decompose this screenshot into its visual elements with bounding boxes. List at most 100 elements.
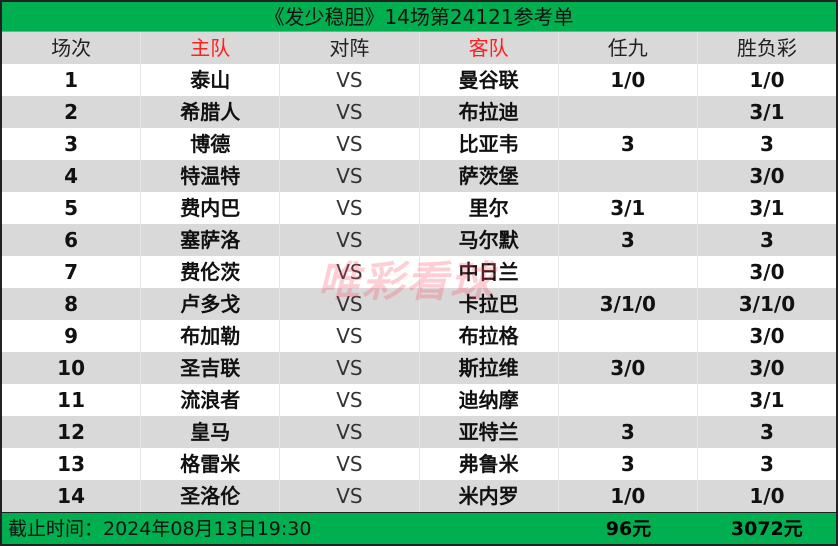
table-cell: 亚特兰 <box>420 416 559 448</box>
table-row: 10 圣吉联 VS 斯拉维 3/0 3/0 <box>2 352 836 384</box>
table-cell: 3 <box>559 128 698 160</box>
table-cell: VS <box>280 160 420 192</box>
table-cell: 费伦茨 <box>141 256 281 288</box>
table-cell: 5 <box>2 192 142 224</box>
table-cell: VS <box>280 128 420 160</box>
table-cell: VS <box>280 96 420 128</box>
table-cell <box>559 256 698 288</box>
table-cell: VS <box>280 64 420 96</box>
table-row: 14 圣洛伦 VS 米内罗 1/0 1/0 <box>2 480 836 512</box>
table-cell: 3/1 <box>749 100 785 124</box>
table-row: 12 皇马 VS 亚特兰 3 3 <box>2 416 836 448</box>
table-row: 4 特温特 VS 萨茨堡 3/0 <box>2 160 836 192</box>
table-cell: 泰山 <box>141 64 281 96</box>
table-cell: VS <box>280 448 420 480</box>
table-cell: 曼谷联 <box>420 64 559 96</box>
table-cell: 希腊人 <box>141 96 281 128</box>
table-cell: 卡拉巴 <box>420 288 559 320</box>
table-cell: 萨茨堡 <box>420 160 559 192</box>
table-cell: 1/0 <box>559 480 698 512</box>
table-body: 1 泰山 VS 曼谷联 1/0 1/0 2 希腊人 VS 布拉迪 3/1 3 博德 VS 比亚韦 3 3 4 特温特… <box>2 64 836 512</box>
shengfu-cost: 3072元 <box>730 518 803 540</box>
table-cell <box>559 96 698 128</box>
table-cell: 1/0 <box>749 68 785 92</box>
renjiu-cost: 96元 <box>605 518 652 540</box>
table-cell: VS <box>280 416 420 448</box>
table-cell: 圣吉联 <box>141 352 281 384</box>
table-cell: 3/0 <box>749 260 785 284</box>
table-cell: 3/0 <box>559 352 698 384</box>
table-cell: VS <box>280 384 420 416</box>
table-cell: 博德 <box>141 128 281 160</box>
table-cell: 卢多戈 <box>141 288 281 320</box>
header-cell: 胜负彩 <box>736 36 797 60</box>
table-cell: 10 <box>2 352 142 384</box>
table-cell: 里尔 <box>420 192 559 224</box>
table-cell: 8 <box>2 288 142 320</box>
table-cell: 1 <box>2 64 142 96</box>
table-cell: 中日兰 <box>420 256 559 288</box>
table-cell: 9 <box>2 320 142 352</box>
table-cell: 13 <box>2 448 142 480</box>
table-cell: 3/0 <box>749 164 785 188</box>
table-cell: 3 <box>759 132 774 156</box>
header-cell: 对阵 <box>280 32 420 64</box>
table-cell <box>559 320 698 352</box>
table-cell: 3/1 <box>749 388 785 412</box>
table-cell: VS <box>280 352 420 384</box>
table-row: 1 泰山 VS 曼谷联 1/0 1/0 <box>2 64 836 96</box>
deadline: 截止时间：2024年08月13日19:30 <box>8 518 312 540</box>
table-cell: 3 <box>559 448 698 480</box>
table-cell: 皇马 <box>141 416 281 448</box>
table-cell: 3/1 <box>749 196 785 220</box>
table-row: 2 希腊人 VS 布拉迪 3/1 <box>2 96 836 128</box>
table-cell: 布加勒 <box>141 320 281 352</box>
table-cell: 3 <box>759 228 774 252</box>
table-cell: 塞萨洛 <box>141 224 281 256</box>
table-cell: 3/0 <box>749 356 785 380</box>
table-cell: 3/1/0 <box>738 292 796 316</box>
table-row: 3 博德 VS 比亚韦 3 3 <box>2 128 836 160</box>
table-cell: 米内罗 <box>420 480 559 512</box>
table-cell: 布拉迪 <box>420 96 559 128</box>
table-cell: VS <box>280 256 420 288</box>
table-cell: VS <box>280 192 420 224</box>
table-cell: 比亚韦 <box>420 128 559 160</box>
header-cell: 主队 <box>141 32 281 64</box>
table-cell: 4 <box>2 160 142 192</box>
table-cell: VS <box>280 224 420 256</box>
table-title: 《发少稳胆》14场第24121参考单 <box>2 2 836 32</box>
table-cell: 弗鲁米 <box>420 448 559 480</box>
header-row: 场次 主队 对阵 客队 任九 胜负彩 <box>2 32 836 64</box>
table-cell: 2 <box>2 96 142 128</box>
table-row: 6 塞萨洛 VS 马尔默 3 3 <box>2 224 836 256</box>
table-cell: 圣洛伦 <box>141 480 281 512</box>
table-cell: 斯拉维 <box>420 352 559 384</box>
table-row: 9 布加勒 VS 布拉格 3/0 <box>2 320 836 352</box>
table-cell: 迪纳摩 <box>420 384 559 416</box>
table-cell: 3 <box>559 224 698 256</box>
header-cell: 客队 <box>420 32 559 64</box>
table-row: 13 格雷米 VS 弗鲁米 3 3 <box>2 448 836 480</box>
table-cell: 3/1 <box>559 192 698 224</box>
table-cell: 3 <box>759 420 774 444</box>
table-cell: 布拉格 <box>420 320 559 352</box>
footer-row: 截止时间：2024年08月13日19:30 96元 3072元 <box>2 512 836 544</box>
table-cell: 3 <box>2 128 142 160</box>
table-cell: VS <box>280 320 420 352</box>
table-cell: 6 <box>2 224 142 256</box>
table-cell: 14 <box>2 480 142 512</box>
table-cell: 费内巴 <box>141 192 281 224</box>
table-cell: 12 <box>2 416 142 448</box>
header-cell: 场次 <box>2 32 142 64</box>
table-cell: 3 <box>559 416 698 448</box>
table-cell: 马尔默 <box>420 224 559 256</box>
table-row: 11 流浪者 VS 迪纳摩 3/1 <box>2 384 836 416</box>
table-cell: 7 <box>2 256 142 288</box>
table-cell: 特温特 <box>141 160 281 192</box>
table-cell <box>559 160 698 192</box>
table-row: 7 费伦茨 VS 中日兰 3/0 <box>2 256 836 288</box>
table-cell: 1/0 <box>749 484 785 508</box>
header-cell: 任九 <box>559 32 698 64</box>
